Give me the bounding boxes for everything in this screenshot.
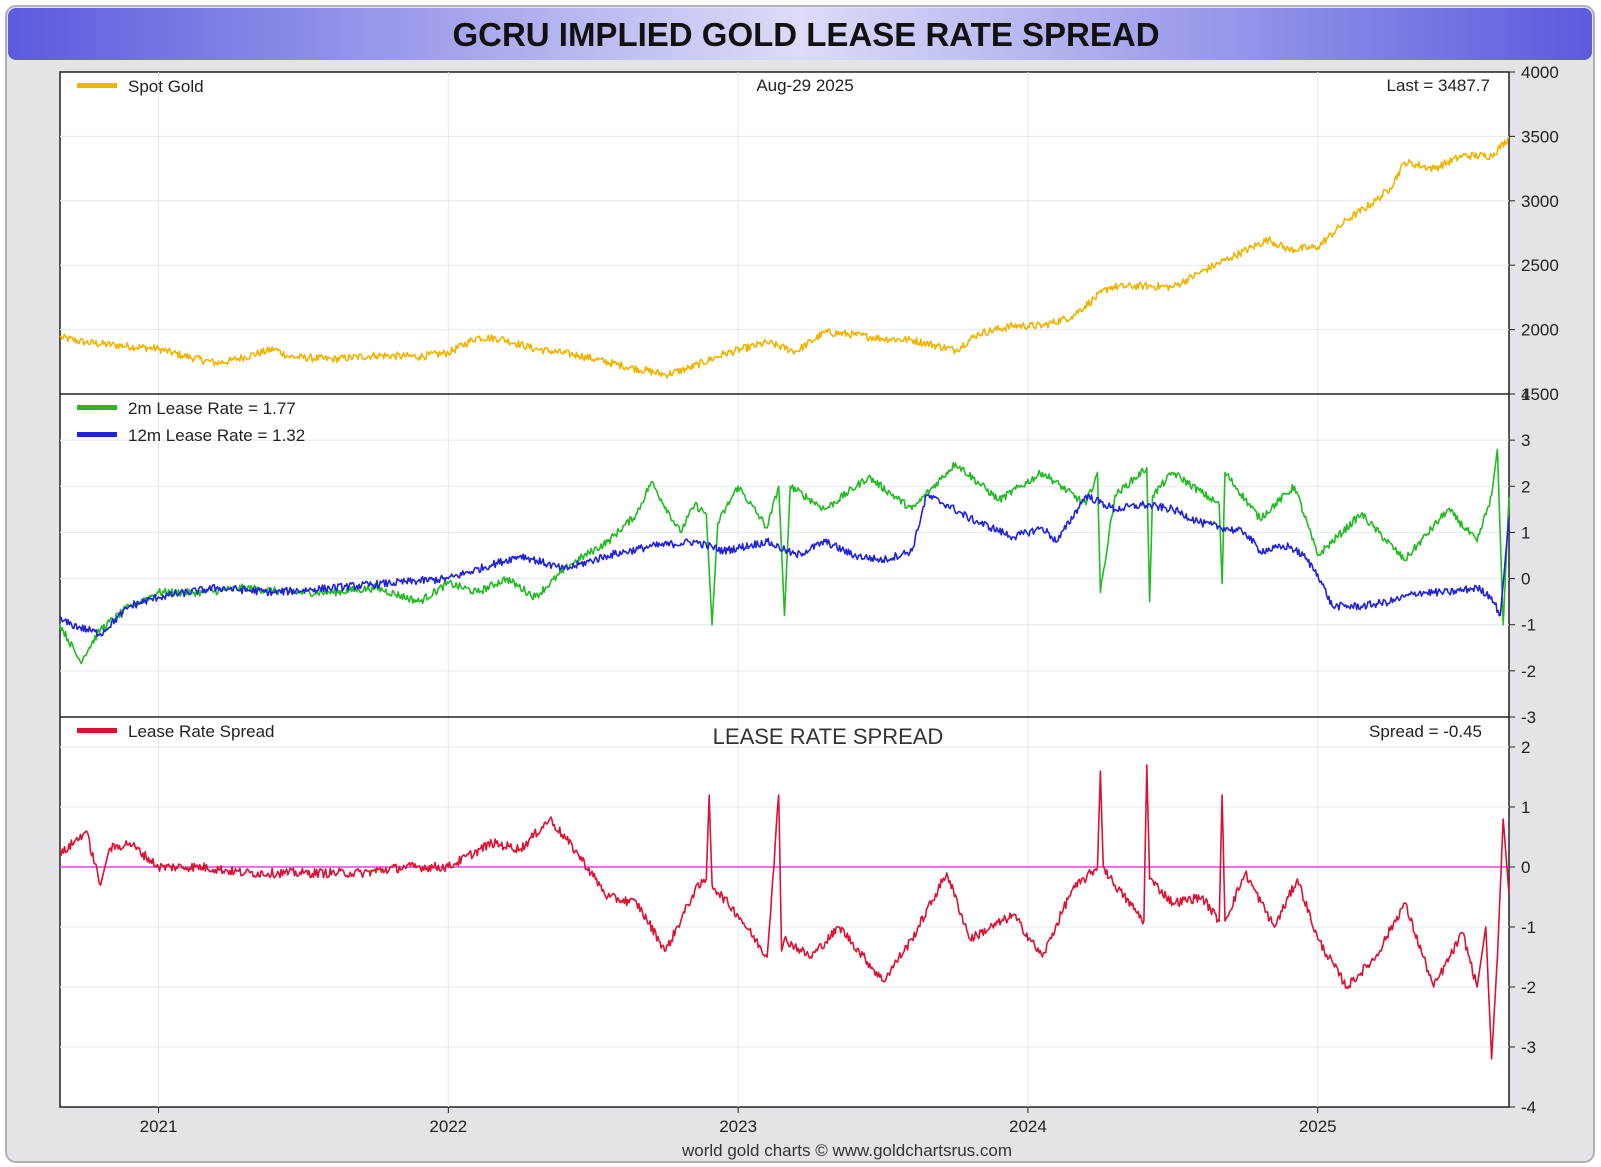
y-tick-label: 3 xyxy=(1521,431,1530,450)
y-tick-label: 3500 xyxy=(1521,127,1559,146)
x-tick-label: 2024 xyxy=(1009,1117,1047,1136)
y-tick-label: 1 xyxy=(1521,523,1530,542)
x-tick-label: 2025 xyxy=(1299,1117,1337,1136)
y-tick-label: 2 xyxy=(1521,477,1530,496)
series-line-spot-gold xyxy=(59,137,1509,379)
spread-panel-title: LEASE RATE SPREAD xyxy=(713,724,944,749)
grid-layer xyxy=(60,72,1509,1107)
y-tick-label: -3 xyxy=(1521,708,1536,727)
last-value-label: Last = 3487.7 xyxy=(1386,76,1490,95)
y-tick-label: 3000 xyxy=(1521,192,1559,211)
header-band xyxy=(8,8,1592,60)
legend-swatch-2m xyxy=(77,405,117,410)
legend-label-12m: 12m Lease Rate = 1.32 xyxy=(128,426,305,445)
legend-label-spread: Lease Rate Spread xyxy=(128,722,275,741)
legend-label-spot-gold: Spot Gold xyxy=(128,77,204,96)
y-tick-label: 2500 xyxy=(1521,256,1559,275)
legend-swatch-spread xyxy=(77,728,117,733)
x-tick-label: 2022 xyxy=(429,1117,467,1136)
y-tick-label: 1 xyxy=(1521,798,1530,817)
y-tick-label: -3 xyxy=(1521,1038,1536,1057)
date-label: Aug-29 2025 xyxy=(756,76,853,95)
x-tick-label: 2023 xyxy=(719,1117,757,1136)
legend-swatch-12m xyxy=(77,432,117,437)
axis-layer: 1500 2000 2500 3000 3500 4000 -3 -2 -1 0 1 2 3 4 -4 -3 -… xyxy=(140,63,1559,1136)
y-tick-label: -2 xyxy=(1521,978,1536,997)
y-tick-label: 2 xyxy=(1521,738,1530,757)
y-tick-label: -1 xyxy=(1521,918,1536,937)
y-tick-label: 0 xyxy=(1521,858,1530,877)
legend-label-2m: 2m Lease Rate = 1.77 xyxy=(128,399,296,418)
x-tick-label: 2021 xyxy=(140,1117,178,1136)
y-tick-label: 4000 xyxy=(1521,63,1559,82)
y-tick-label: 0 xyxy=(1521,570,1530,589)
series-layer xyxy=(59,137,1510,1060)
footer-credit: world gold charts © www.goldchartsrus.co… xyxy=(681,1141,1012,1160)
legend-swatch-spot-gold xyxy=(77,83,117,88)
spread-value-label: Spread = -0.45 xyxy=(1369,722,1482,741)
y-tick-label: 1500 xyxy=(1521,385,1559,404)
series-line-lease-rate-spread xyxy=(59,764,1510,1060)
plot-area xyxy=(59,71,1510,1108)
y-tick-label: -1 xyxy=(1521,616,1536,635)
y-tick-label: -2 xyxy=(1521,662,1536,681)
series-line-12m-lease-rate xyxy=(59,493,1510,638)
y-tick-label: 2000 xyxy=(1521,321,1559,340)
y-tick-label: 4 xyxy=(1521,385,1530,404)
series-line-2m-lease-rate xyxy=(59,448,1510,665)
y-tick-label: -4 xyxy=(1521,1098,1536,1117)
chart-title: GCRU IMPLIED GOLD LEASE RATE SPREAD xyxy=(452,16,1159,53)
